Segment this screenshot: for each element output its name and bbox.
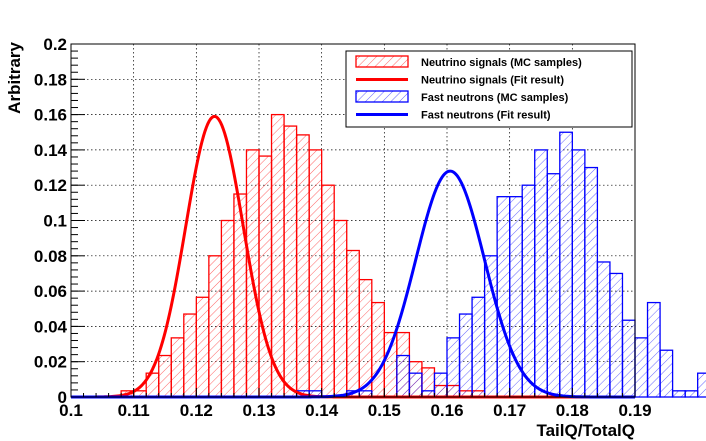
x-tick-label: 0.19 [618,401,651,420]
x-tick-label: 0.13 [242,401,275,420]
x-tick-label: 0.14 [305,401,339,420]
histogram-bin [659,349,674,398]
y-tick-label: 0.16 [34,106,67,125]
x-tick-label: 0.11 [118,401,150,420]
y-tick-label: 0.06 [34,282,67,301]
x-axis-title: TailQ/TotalQ [536,421,635,440]
legend-label: Fast neutrons (Fit result) [421,110,551,122]
legend-label: Fast neutrons (MC samples) [421,92,569,104]
y-tick-label: 0.02 [34,353,67,372]
histogram-bin [697,372,706,398]
y-tick-label: 0.1 [43,212,67,231]
x-tick-label: 0.18 [556,401,589,420]
y-tick-label: 0.04 [34,317,68,336]
histograms [120,113,706,398]
x-tick-label: 0.1 [59,401,83,420]
x-tick-label: 0.16 [430,401,463,420]
y-tick-label: 0.14 [34,141,68,160]
legend: Neutrino signals (MC samples) Neutrino si… [345,50,633,128]
y-tick-label: 0.12 [34,176,67,195]
x-tick-label: 0.17 [493,401,526,420]
y-tick-label: 0.2 [43,35,67,54]
legend-swatch-hatched [355,55,409,68]
y-tick-label: 0.18 [34,70,67,89]
histogram-area [296,132,706,397]
y-axis-title: Arbitrary [5,41,24,113]
histogram-area [121,114,485,397]
x-tick-label: 0.12 [180,401,213,420]
axis-ticks: 0.1 0.11 0.12 0.13 0.14 0.15 0.16 0.17 0.18 0.19 0… [34,35,652,420]
legend-label: Neutrino signals (Fit result) [421,75,564,87]
y-tick-label: 0 [58,388,67,407]
legend-swatch-hatched [355,90,409,103]
legend-label: Neutrino signals (MC samples) [421,57,582,69]
y-tick-label: 0.08 [34,247,67,266]
x-tick-label: 0.15 [368,401,401,420]
